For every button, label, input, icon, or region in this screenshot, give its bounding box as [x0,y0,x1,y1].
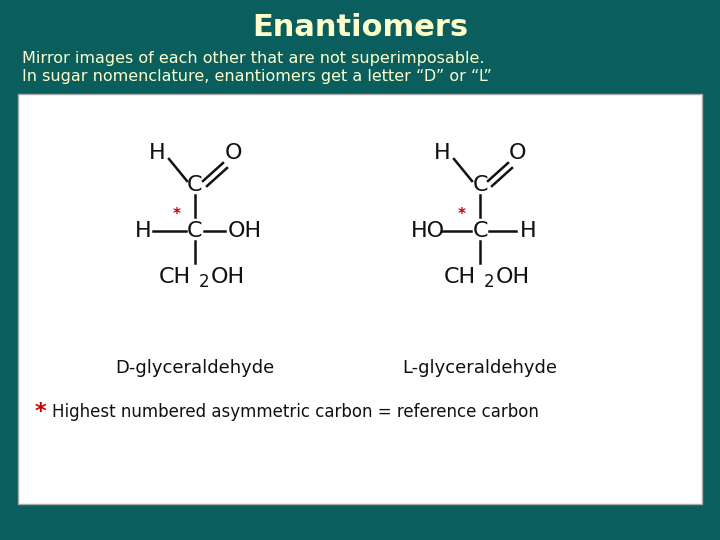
Text: O: O [224,143,242,163]
Text: In sugar nomenclature, enantiomers get a letter “D” or “L”: In sugar nomenclature, enantiomers get a… [22,69,492,84]
Text: CH: CH [444,267,476,287]
Text: *: * [173,207,181,222]
Text: Highest numbered asymmetric carbon = reference carbon: Highest numbered asymmetric carbon = ref… [52,403,539,421]
Text: C: C [472,221,487,241]
FancyBboxPatch shape [18,94,702,504]
Text: Enantiomers: Enantiomers [252,14,468,43]
Text: C: C [472,175,487,195]
Text: Mirror images of each other that are not superimposable.: Mirror images of each other that are not… [22,51,485,65]
Text: D-glyceraldehyde: D-glyceraldehyde [115,359,274,377]
Text: 2: 2 [199,273,210,291]
Text: OH: OH [228,221,262,241]
Text: HO: HO [411,221,445,241]
Text: O: O [509,143,527,163]
Text: 2: 2 [484,273,495,291]
Text: CH: CH [159,267,191,287]
Text: L-glyceraldehyde: L-glyceraldehyde [402,359,557,377]
Text: H: H [433,143,450,163]
Text: C: C [187,221,203,241]
Text: OH: OH [496,267,530,287]
Text: C: C [187,175,203,195]
Text: OH: OH [211,267,245,287]
Text: *: * [458,207,466,222]
Text: *: * [34,402,46,422]
Text: H: H [135,221,151,241]
Text: H: H [149,143,166,163]
Text: H: H [520,221,536,241]
